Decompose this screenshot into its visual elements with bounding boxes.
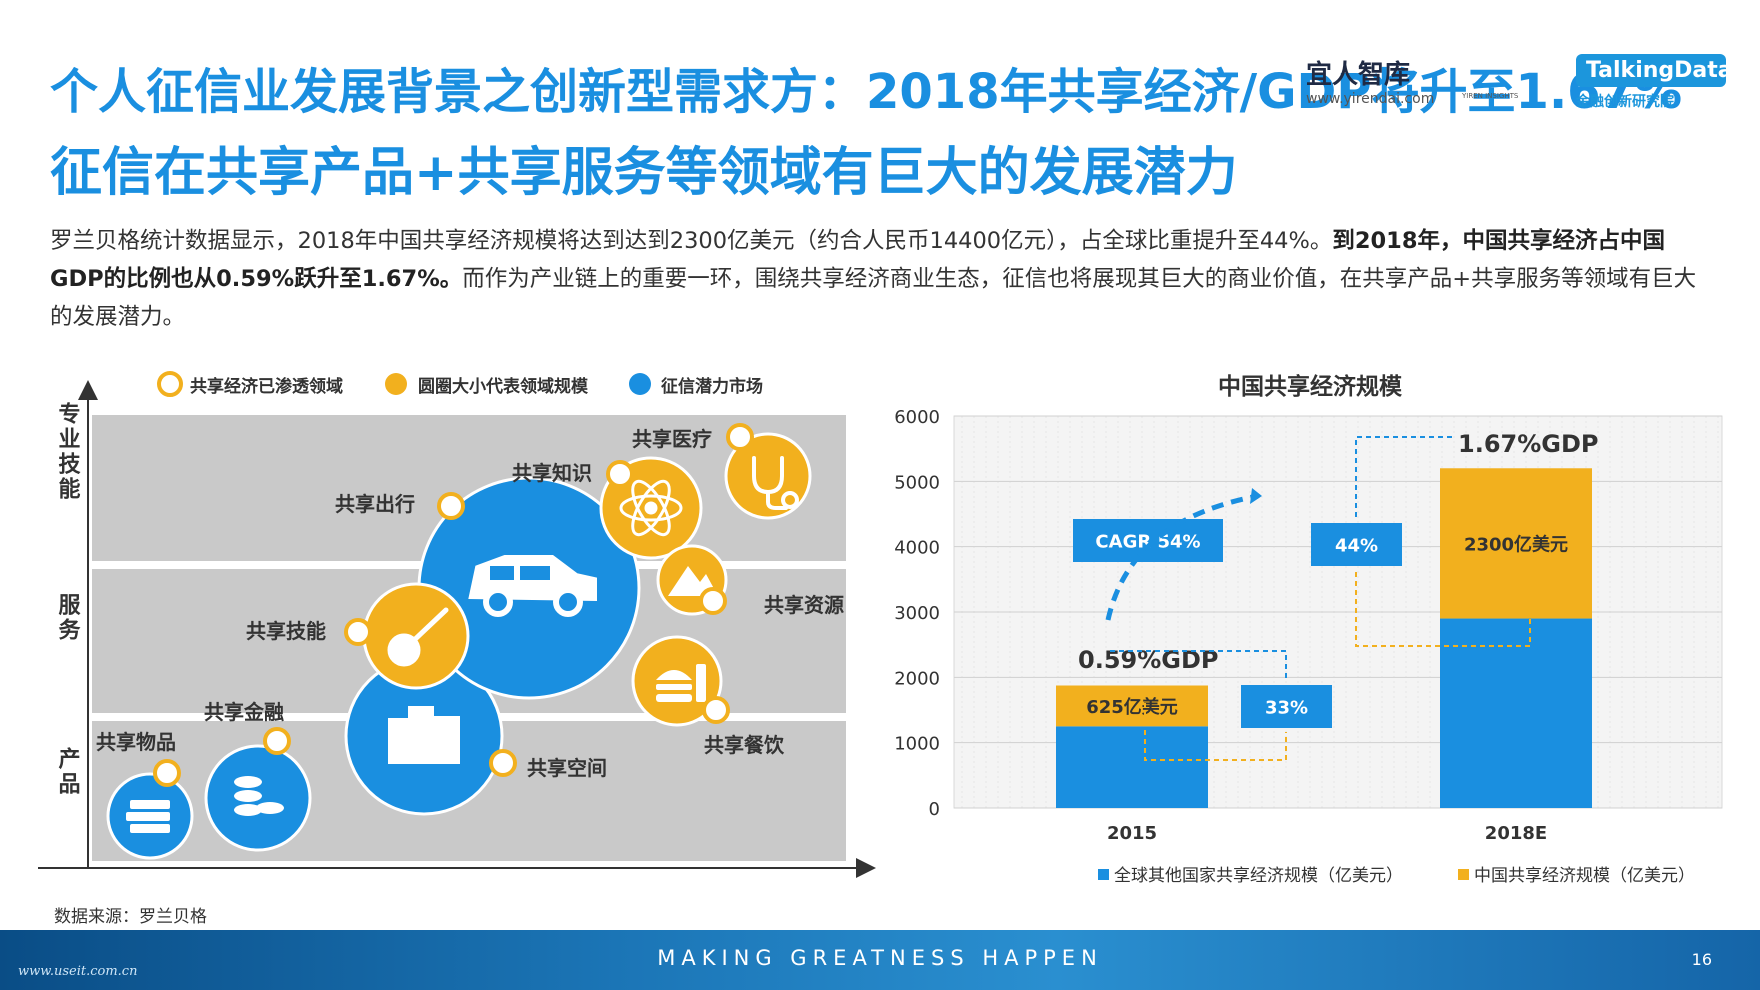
bubble-label-space: 共享空间	[527, 756, 607, 780]
bubble-shared-food	[631, 635, 723, 727]
yiren-logo-url: www.yirendai.com	[1306, 91, 1435, 107]
share-2018-label: 44%	[1335, 536, 1378, 557]
share-2018-box	[1311, 523, 1402, 566]
y-label-product: 产品	[55, 747, 81, 797]
bar-value-label: 2300亿美元	[1464, 533, 1568, 555]
bubble-label-travel: 共享出行	[335, 492, 415, 516]
legend-marker-size	[385, 373, 407, 395]
y-tick-label: 6000	[894, 407, 940, 428]
intro-part1: 罗兰贝格统计数据显示，2018年中国共享经济规模将达到达到2300亿美元（约合人…	[50, 228, 1333, 254]
bubble-label-finance: 共享金融	[204, 700, 284, 724]
connector-share-2018	[1355, 570, 1531, 647]
mountain-icon	[668, 566, 718, 596]
marker-knowledge	[606, 460, 634, 488]
bubble-matrix-chart: 专业技能 服务 产品 共享经济已渗透领域 圆圈大小代表领域规模 征信潜力市场	[38, 371, 876, 878]
talkingdata-logo-brand: TalkingData	[1576, 54, 1733, 87]
bubble-shared-medical	[724, 432, 812, 520]
intro-paragraph: 罗兰贝格统计数据显示，2018年中国共享经济规模将达到达到2300亿美元（约合人…	[50, 222, 1710, 336]
legend-swatch	[1458, 869, 1469, 880]
bubble-label-knowledge: 共享知识	[512, 461, 592, 485]
bar-chart-title: 中国共享经济规模	[1218, 373, 1403, 400]
x-tick-labels: 2015 2018E	[1107, 823, 1547, 844]
y-tick-label: 4000	[894, 538, 940, 559]
atom-icon	[619, 479, 683, 537]
y-tick-label: 1000	[894, 734, 940, 755]
bar-segment	[1056, 685, 1208, 727]
page-number: 16	[1691, 950, 1712, 969]
gdp-2018-label: 1.67%GDP	[1458, 430, 1598, 458]
y-tick-labels: 0 1000 2000 3000 4000 5000 6000	[894, 407, 940, 820]
bars	[1056, 468, 1592, 808]
yiren-logo-sub: YIREN INSIGHTS	[1462, 92, 1519, 100]
bubble-label-skill: 共享技能	[246, 619, 326, 643]
marker-travel	[437, 492, 465, 520]
bar-segment	[1440, 468, 1592, 619]
connector-gdp-2018	[1355, 436, 1452, 519]
page-title-line2: 征信在共享产品+共享服务等领域有巨大的发展潜力	[50, 143, 1238, 203]
marker-medical	[726, 423, 754, 451]
bar-segment	[1440, 618, 1592, 808]
guitar-icon	[387, 607, 449, 667]
y-tick-label: 5000	[894, 472, 940, 493]
cagr-label: CAGR 54%	[1095, 532, 1200, 553]
logos: 宜人智库 www.yirendai.com YIREN INSIGHTS Tal…	[1306, 54, 1733, 124]
marker-skill	[344, 618, 372, 646]
marker-food	[702, 696, 730, 724]
y-tick-label: 3000	[894, 603, 940, 624]
cagr-arrow	[1105, 493, 1259, 621]
buildings-icon	[388, 706, 460, 764]
legend-label: 中国共享经济规模（亿美元）	[1474, 866, 1695, 886]
y-tick-label: 2000	[894, 668, 940, 689]
footer-banner: www.useit.com.cn MAKING GREATNESS HAPPEN…	[0, 930, 1760, 990]
yiren-logo: 宜人智库 www.yirendai.com YIREN INSIGHTS	[1306, 54, 1518, 107]
intro-part3: 而作为产业链上的重要一环，围绕共享经济商业生态，征信也将展现其巨大的商业价值，在…	[50, 266, 1697, 330]
share-2015-box	[1241, 685, 1332, 728]
footer-tagline: MAKING GREATNESS HAPPEN	[657, 946, 1103, 970]
coins-icon	[234, 776, 284, 816]
data-source: 数据来源：罗兰贝格	[54, 907, 207, 927]
stethoscope-icon	[752, 456, 799, 510]
marker-finance	[263, 727, 291, 755]
marker-resource	[699, 587, 727, 615]
legend-label-potential: 征信潜力市场	[661, 376, 763, 397]
bubble-label-resource: 共享资源	[764, 593, 844, 617]
footer-url: www.useit.com.cn	[18, 964, 138, 979]
y-tick-label: 0	[929, 799, 940, 820]
y-label-professional: 专业技能	[55, 401, 81, 502]
cagr-box	[1073, 519, 1223, 562]
intro-part2: 到2018年，中国共享经济占中国GDP的比例也从0.59%跃升至1.67%。	[50, 228, 1665, 292]
bar-segment	[1056, 726, 1208, 808]
share-2015-label: 33%	[1265, 698, 1308, 719]
page-title-line1: 个人征信业发展背景之创新型需求方：2018年共享经济/GDP将升至1.67%	[50, 64, 1683, 120]
legend-marker-penetrated	[157, 371, 183, 397]
car-icon	[468, 555, 597, 617]
connector-share-2015	[1144, 703, 1287, 761]
cagr-arrow-head	[1250, 488, 1262, 504]
legend-label-size: 圆圈大小代表领域规模	[418, 376, 589, 397]
marker-goods	[153, 759, 181, 787]
connector-gdp-2015	[1110, 650, 1287, 681]
burger-icon	[656, 664, 706, 702]
yiren-logo-brand: 宜人智库	[1306, 60, 1411, 90]
bubble-label-goods: 共享物品	[96, 730, 176, 754]
talkingdata-logo-caption: 金融创新研究院	[1576, 94, 1674, 110]
bar-value-labels: 625亿美元 2300亿美元	[1086, 533, 1568, 718]
bar-value-label: 625亿美元	[1086, 696, 1178, 718]
legend-label-penetrated: 共享经济已渗透领域	[190, 376, 343, 397]
legend-label: 全球其他国家共享经济规模（亿美元）	[1114, 866, 1403, 886]
x-tick-label: 2015	[1107, 823, 1157, 844]
talkingdata-logo: TalkingData 金融创新研究院	[1576, 54, 1733, 111]
marker-space	[489, 749, 517, 777]
bubble-label-food: 共享餐饮	[704, 733, 785, 757]
x-tick-label: 2018E	[1485, 823, 1547, 844]
bar-legend: 全球其他国家共享经济规模（亿美元） 中国共享经济规模（亿美元）	[1098, 866, 1695, 886]
legend-swatch	[1098, 869, 1109, 880]
bubble-label-medical: 共享医疗	[632, 427, 712, 451]
legend-marker-potential	[629, 373, 651, 395]
y-label-service: 服务	[55, 593, 81, 643]
books-icon	[126, 800, 170, 833]
